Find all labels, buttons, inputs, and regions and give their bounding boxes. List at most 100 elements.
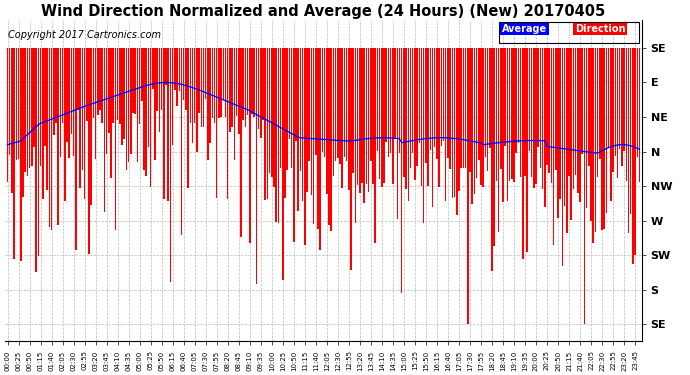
Bar	[260, 48, 262, 138]
Bar	[558, 48, 559, 217]
Bar	[564, 48, 565, 206]
Bar	[462, 48, 464, 168]
Bar	[99, 48, 101, 110]
Bar	[146, 48, 147, 176]
Bar	[233, 48, 235, 160]
Bar	[124, 48, 125, 139]
Bar	[130, 48, 132, 154]
Bar	[623, 48, 625, 151]
Bar	[544, 48, 546, 207]
Bar	[271, 48, 273, 177]
Bar	[456, 48, 457, 215]
Bar	[223, 48, 224, 100]
Bar	[388, 48, 389, 157]
Bar	[242, 48, 244, 120]
Bar	[566, 48, 568, 233]
Bar	[286, 48, 288, 170]
Bar	[44, 48, 46, 146]
Bar	[526, 48, 528, 252]
Bar	[299, 48, 301, 171]
Bar	[266, 48, 268, 199]
Bar	[119, 48, 121, 124]
Bar	[31, 48, 32, 166]
Bar	[502, 48, 504, 202]
Bar	[339, 48, 341, 164]
Bar	[551, 48, 552, 183]
Bar	[553, 48, 554, 245]
Bar	[401, 48, 402, 293]
Bar	[575, 48, 576, 175]
Bar	[284, 48, 286, 198]
Bar	[18, 48, 19, 159]
Bar	[163, 48, 165, 200]
Bar	[262, 48, 264, 120]
Bar	[181, 48, 182, 236]
Bar	[68, 48, 70, 158]
Bar	[13, 48, 15, 258]
Bar	[436, 48, 437, 159]
Bar	[310, 48, 312, 195]
Bar	[51, 48, 52, 231]
Bar	[333, 48, 334, 176]
Bar	[447, 48, 448, 158]
Bar	[112, 48, 114, 123]
Bar	[209, 48, 211, 143]
Bar	[520, 48, 522, 177]
Bar	[57, 48, 59, 225]
Bar	[610, 48, 611, 201]
Bar	[615, 48, 616, 156]
Bar	[518, 48, 519, 143]
Bar	[480, 48, 482, 185]
Bar	[473, 48, 475, 194]
Bar	[397, 48, 398, 219]
Bar	[588, 48, 590, 166]
Bar	[392, 48, 393, 184]
Bar	[148, 48, 149, 147]
Bar	[308, 48, 310, 160]
Bar	[144, 48, 145, 170]
Bar	[580, 48, 581, 202]
Bar	[344, 48, 345, 157]
Bar	[141, 48, 143, 101]
Bar	[273, 48, 275, 187]
Bar	[370, 48, 372, 161]
Bar	[394, 48, 396, 139]
Bar	[484, 48, 486, 158]
Bar	[351, 48, 352, 270]
Bar	[187, 48, 189, 188]
Bar	[157, 48, 158, 111]
Bar	[22, 48, 23, 197]
Bar	[192, 48, 193, 143]
Bar	[64, 48, 66, 201]
Bar	[179, 48, 180, 91]
Bar	[425, 48, 426, 163]
Bar	[506, 48, 508, 201]
Bar	[249, 48, 250, 243]
Bar	[549, 48, 550, 173]
Bar	[240, 48, 241, 237]
Bar	[529, 48, 530, 151]
Bar	[410, 48, 411, 168]
Bar	[108, 48, 110, 133]
Bar	[364, 48, 365, 203]
Bar	[390, 48, 391, 153]
Bar	[62, 48, 63, 123]
Bar	[229, 48, 230, 132]
Text: Direction: Direction	[575, 24, 625, 33]
Bar	[172, 48, 173, 145]
Bar	[269, 48, 270, 174]
Bar	[454, 48, 455, 197]
Bar	[79, 48, 81, 188]
Bar	[342, 48, 343, 188]
Bar	[373, 48, 374, 183]
Bar	[152, 48, 154, 89]
Bar	[458, 48, 460, 191]
Bar	[471, 48, 473, 204]
Bar	[626, 48, 627, 182]
Bar	[11, 48, 12, 193]
Bar	[247, 48, 248, 115]
Bar	[335, 48, 337, 161]
Bar	[280, 48, 282, 168]
Bar	[577, 48, 579, 194]
Bar	[346, 48, 347, 161]
